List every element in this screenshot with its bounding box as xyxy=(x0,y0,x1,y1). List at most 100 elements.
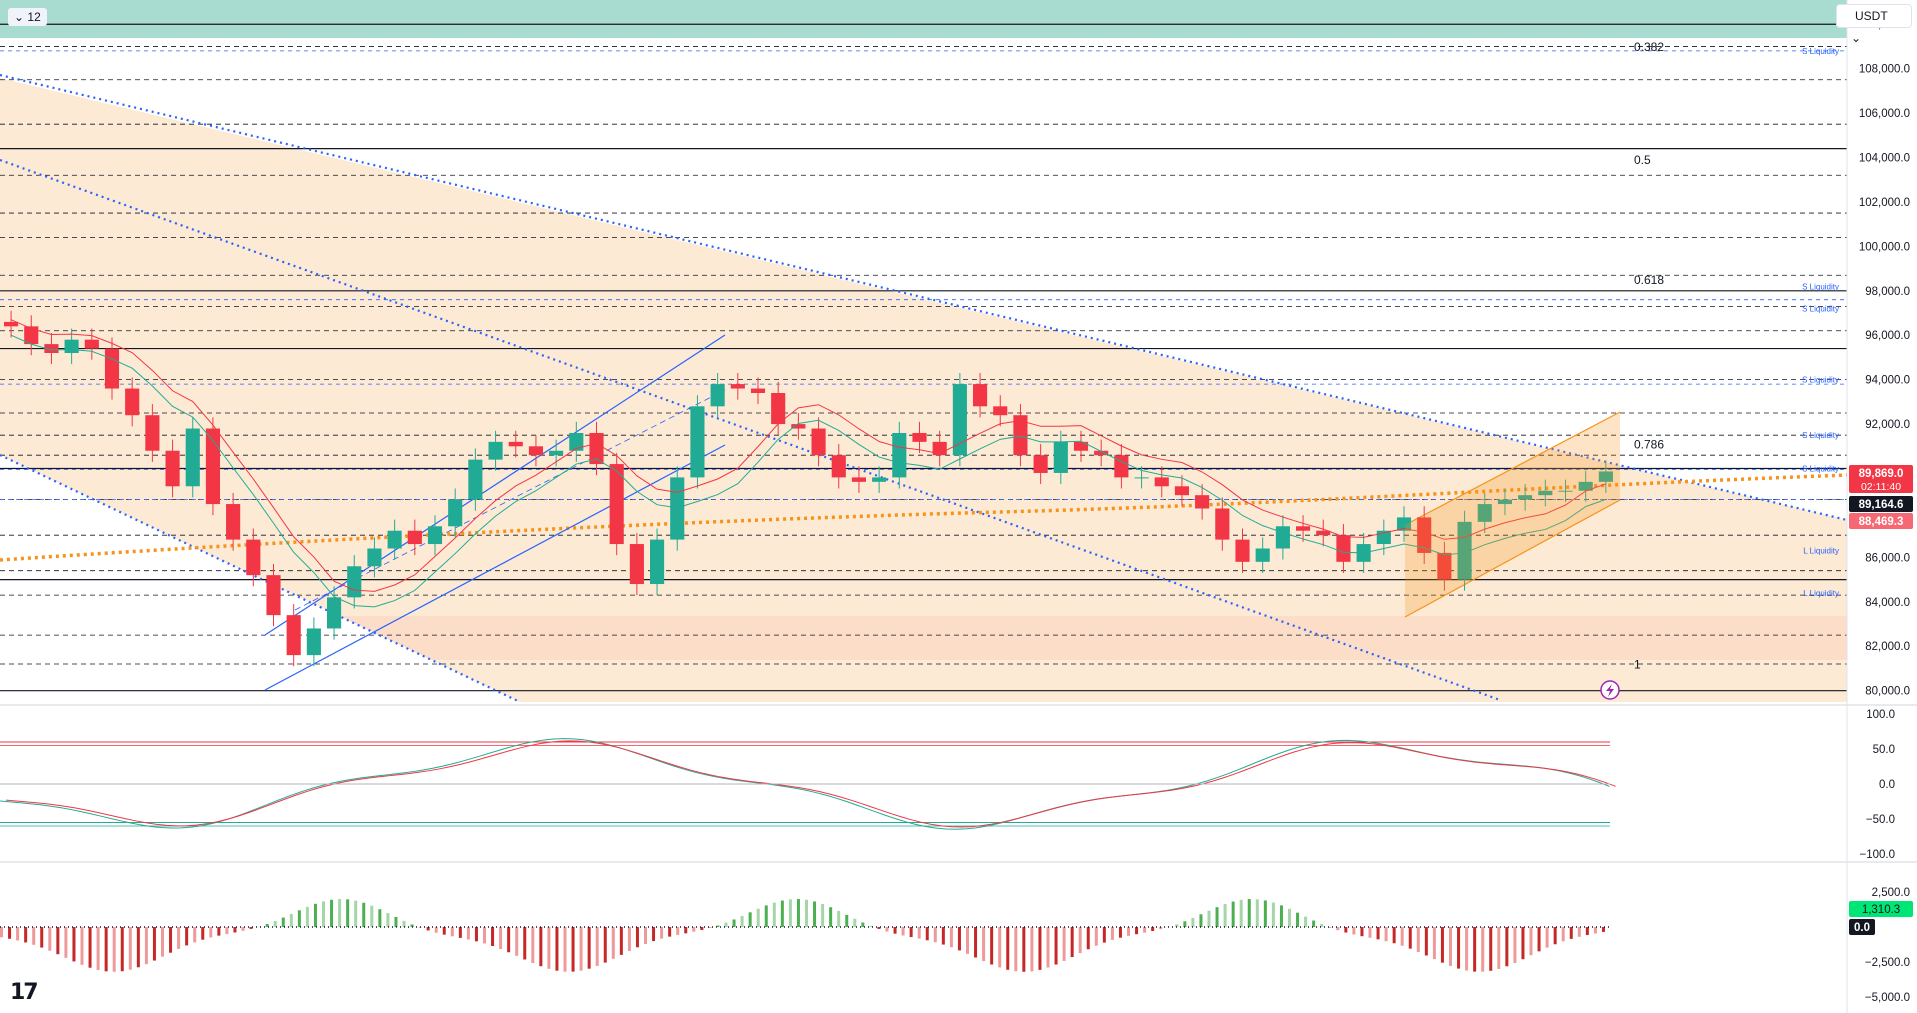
macd-histogram-bar xyxy=(177,927,181,949)
macd-histogram-bar xyxy=(531,927,535,964)
candle-body xyxy=(84,339,99,349)
candle-body xyxy=(952,384,967,456)
channel-lower-clear xyxy=(0,455,520,702)
candle-body xyxy=(165,450,180,487)
liquidity-label: S Liquidity xyxy=(1802,305,1839,314)
macd-histogram-bar xyxy=(128,927,132,970)
macd-histogram-bar xyxy=(1054,927,1058,965)
macd-histogram-bar xyxy=(925,927,929,941)
macd-histogram-bar xyxy=(1529,927,1533,956)
macd-histogram-bar xyxy=(982,927,986,962)
candle-body xyxy=(367,548,382,567)
macd-histogram-bar xyxy=(1344,927,1348,933)
candle-body xyxy=(912,432,927,442)
interval-button[interactable]: ⌄ 12 xyxy=(8,8,47,26)
macd-histogram-bar xyxy=(1497,927,1501,969)
poc-dotted-curve xyxy=(0,473,1848,562)
candle-body xyxy=(1154,477,1169,487)
macd-histogram-bar xyxy=(338,899,342,927)
ma-red-line xyxy=(10,319,1607,592)
macd-histogram-bar xyxy=(740,915,744,927)
candle-body xyxy=(1396,517,1412,531)
rising-channel-fill xyxy=(1405,412,1620,617)
macd-histogram-bar xyxy=(635,927,639,948)
price-axis[interactable]: 110,000.0108,000.0106,000.0104,000.0102,… xyxy=(1859,19,1910,697)
macd-value: 1,310.3 xyxy=(1862,904,1900,916)
macd-histogram-bar xyxy=(458,927,462,938)
candle-body xyxy=(1174,486,1190,496)
fib-label-f0786: 0.786 xyxy=(1634,438,1664,452)
macd-histogram-bar xyxy=(426,927,430,931)
candle-body xyxy=(872,477,887,482)
macd-histogram-bar xyxy=(1191,917,1195,927)
macd-histogram-bar xyxy=(1593,927,1597,934)
macd-histogram-bar xyxy=(869,925,873,927)
price-badge-3-value: 88,469.3 xyxy=(1859,516,1904,528)
currency-selector[interactable]: USDT ⌄ xyxy=(1836,4,1912,45)
interval-label: 12 xyxy=(27,10,41,24)
countdown-value: 02:11:40 xyxy=(1861,481,1901,493)
candle-body xyxy=(1578,481,1593,491)
candle-body xyxy=(569,432,584,451)
macd-histogram-bar xyxy=(547,927,551,969)
candle-body xyxy=(670,477,685,540)
price-axis-label: 84,000.0 xyxy=(1865,597,1910,609)
candle-body xyxy=(1275,526,1290,549)
macd-histogram-bar xyxy=(1239,899,1243,927)
fib-label-f0618: 0.618 xyxy=(1634,273,1664,287)
candle-body xyxy=(528,446,544,456)
candle-body xyxy=(1094,450,1109,456)
macd-histogram-bar xyxy=(1416,927,1420,952)
candle-body xyxy=(1296,526,1311,531)
macd-histogram-bar xyxy=(1569,927,1573,939)
macd-value-badge xyxy=(1849,901,1913,917)
macd-histogram-bar xyxy=(1175,924,1179,927)
macd-histogram-bar xyxy=(386,913,390,927)
macd-histogram-bar xyxy=(853,918,857,927)
candle-body xyxy=(145,415,160,451)
candle-body xyxy=(24,326,39,345)
candle-body xyxy=(1114,455,1129,478)
macd-histogram-bar xyxy=(941,927,945,945)
macd-histogram-bar xyxy=(1601,927,1605,932)
macd-histogram-bar xyxy=(394,917,398,927)
macd-histogram-bar xyxy=(764,905,768,927)
macd-histogram-bar xyxy=(450,927,454,937)
price-axis-label: 100,000.0 xyxy=(1859,241,1910,253)
macd-histogram-bar xyxy=(885,927,889,932)
orange-channel-lower xyxy=(1404,499,1621,618)
candle-body xyxy=(1437,552,1452,580)
osc-slow-line xyxy=(5,740,1616,828)
price-badge-3 xyxy=(1849,513,1913,529)
liquidity-label: S Liquidity xyxy=(1802,465,1839,474)
macd-histogram-bar xyxy=(845,914,849,927)
price-axis-label: 106,000.0 xyxy=(1859,108,1910,120)
price-badge-2 xyxy=(1849,496,1913,512)
macd-histogram-bar xyxy=(732,919,736,927)
candle-body xyxy=(1235,539,1250,562)
macd-histogram-bar xyxy=(772,902,776,927)
candle-body xyxy=(1497,499,1513,505)
macd-histogram-bar xyxy=(249,927,253,929)
price-axis-label: 82,000.0 xyxy=(1865,641,1910,653)
macd-histogram-bar xyxy=(1127,927,1130,936)
macd-histogram-bar xyxy=(877,927,881,929)
candle-body xyxy=(791,424,806,429)
macd-histogram-bar xyxy=(901,927,905,936)
candle-body xyxy=(226,504,241,540)
macd-histogram-bar xyxy=(1183,921,1187,927)
candle-body xyxy=(1134,477,1149,479)
macd-histogram-bar xyxy=(265,924,269,927)
candle-body xyxy=(771,392,786,425)
macd-histogram-bar xyxy=(1368,927,1372,938)
osc-axis-label: 50.0 xyxy=(1873,744,1895,756)
rising-channel-mid xyxy=(294,389,726,611)
macd-histogram-bar xyxy=(1545,927,1549,948)
macd-histogram-bar xyxy=(1271,902,1275,927)
macd-histogram-bar xyxy=(104,927,108,972)
osc-axis-label: 100.0 xyxy=(1866,709,1895,721)
rising-channel-lower xyxy=(264,444,726,691)
macd-histogram-bar xyxy=(233,927,237,933)
macd-histogram-bar xyxy=(990,927,994,965)
